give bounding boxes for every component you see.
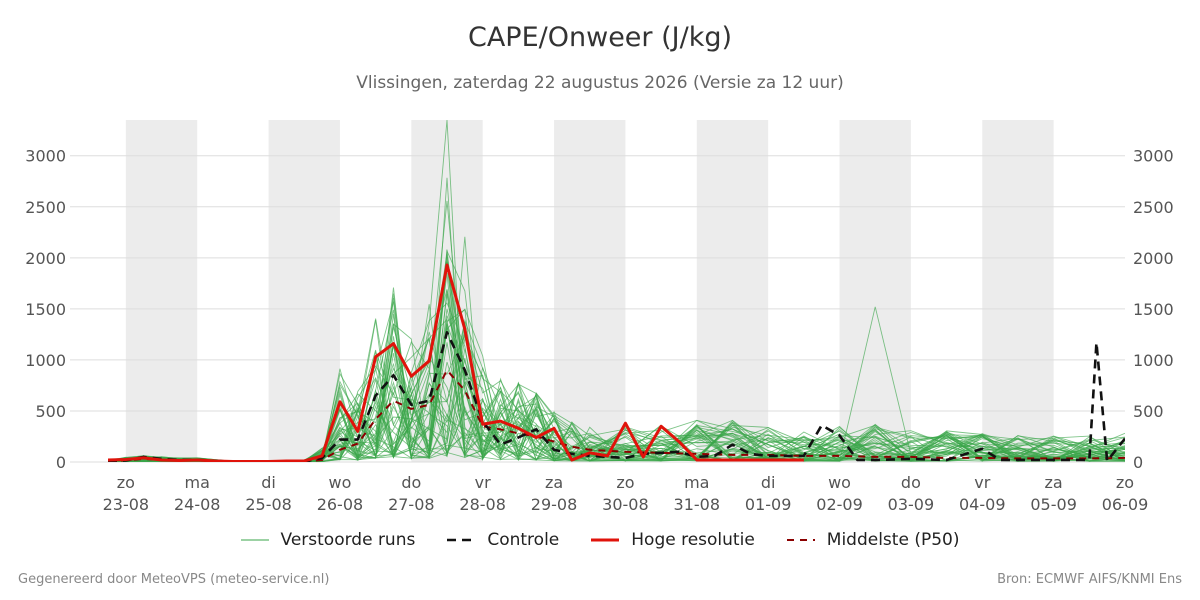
y-tick-label-left: 0: [56, 453, 66, 472]
y-tick-label-left: 3000: [25, 147, 66, 166]
legend-swatch-median: [786, 539, 815, 541]
x-tick-label-date: 30-08: [602, 495, 649, 514]
x-tick-label-day: ma: [684, 473, 709, 492]
y-tick-label-right: 0: [1133, 453, 1143, 472]
x-tick-label-date: 27-08: [388, 495, 435, 514]
x-tick-label-day: zo: [1116, 473, 1134, 492]
y-tick-label-right: 500: [1133, 402, 1164, 421]
y-tick-label-right: 3000: [1133, 147, 1174, 166]
x-tick-label-day: wo: [828, 473, 851, 492]
shaded-day-band: [696, 120, 769, 462]
y-tick-label-right: 2500: [1133, 198, 1174, 217]
legend-label-control: Controle: [487, 530, 560, 550]
legend-item-runs: Verstoorde runs: [240, 530, 416, 550]
y-tick-label-left: 2500: [25, 198, 66, 217]
x-tick-label-date: 04-09: [959, 495, 1006, 514]
x-tick-label-day: zo: [117, 473, 135, 492]
shaded-day-band: [268, 120, 340, 462]
legend: Verstoorde runs Controle Hoge resolutie …: [0, 530, 1200, 550]
series-line-hoge-resolutie: [108, 263, 804, 462]
legend-swatch-control: [447, 538, 476, 542]
x-tick-label-date: 06-09: [1102, 495, 1149, 514]
chart-subtitle: Vlissingen, zaterdag 22 augustus 2026 (V…: [356, 73, 844, 93]
legend-swatch-runs: [240, 539, 269, 541]
x-tick-label-date: 23-08: [103, 495, 150, 514]
y-tick-label-right: 1000: [1133, 351, 1174, 370]
y-tick-label-right: 2000: [1133, 249, 1174, 268]
footer-generator: Gegenereerd door MeteoVPS (meteo-service…: [18, 572, 330, 587]
x-tick-label-day: ma: [185, 473, 210, 492]
legend-item-control: Controle: [447, 530, 559, 550]
y-tick-label-left: 500: [35, 402, 66, 421]
x-tick-label-day: di: [261, 473, 276, 492]
x-tick-label-date: 01-09: [745, 495, 792, 514]
legend-item-median: Middelste (P50): [786, 530, 960, 550]
x-tick-label-day: za: [545, 473, 563, 492]
y-tick-label-right: 1500: [1133, 300, 1174, 319]
x-tick-label-day: vr: [475, 473, 491, 492]
x-tick-label-date: 31-08: [674, 495, 721, 514]
y-tick-label-left: 1000: [25, 351, 66, 370]
x-tick-label-day: zo: [616, 473, 634, 492]
x-tick-label-date: 05-09: [1030, 495, 1077, 514]
chart-title: CAPE/Onweer (J/kg): [467, 22, 732, 53]
x-tick-label-day: vr: [974, 473, 990, 492]
legend-label-median: Middelste (P50): [826, 530, 960, 550]
x-tick-label-date: 26-08: [317, 495, 364, 514]
y-tick-label-left: 1500: [25, 300, 66, 319]
x-tick-label-day: do: [901, 473, 921, 492]
y-tick-label-left: 2000: [25, 249, 66, 268]
x-tick-label-date: 29-08: [531, 495, 578, 514]
x-tick-label-date: 24-08: [174, 495, 221, 514]
x-tick-label-day: wo: [329, 473, 352, 492]
x-tick-label-date: 03-09: [888, 495, 935, 514]
shaded-day-band: [125, 120, 198, 462]
x-tick-label-day: do: [401, 473, 421, 492]
x-tick-label-date: 02-09: [816, 495, 863, 514]
x-tick-label-date: 28-08: [459, 495, 506, 514]
x-tick-label-date: 25-08: [245, 495, 292, 514]
shaded-day-band: [982, 120, 1054, 462]
legend-label-hires: Hoge resolutie: [631, 530, 755, 550]
x-tick-label-day: di: [761, 473, 776, 492]
footer-source: Bron: ECMWF AIFS/KNMI Ens: [997, 572, 1182, 587]
x-tick-label-day: za: [1045, 473, 1063, 492]
legend-label-runs: Verstoorde runs: [280, 530, 416, 550]
legend-swatch-hires: [591, 538, 620, 542]
shaded-day-band: [554, 120, 626, 462]
legend-item-hires: Hoge resolutie: [591, 530, 755, 550]
series-line-controle: [108, 331, 1125, 462]
